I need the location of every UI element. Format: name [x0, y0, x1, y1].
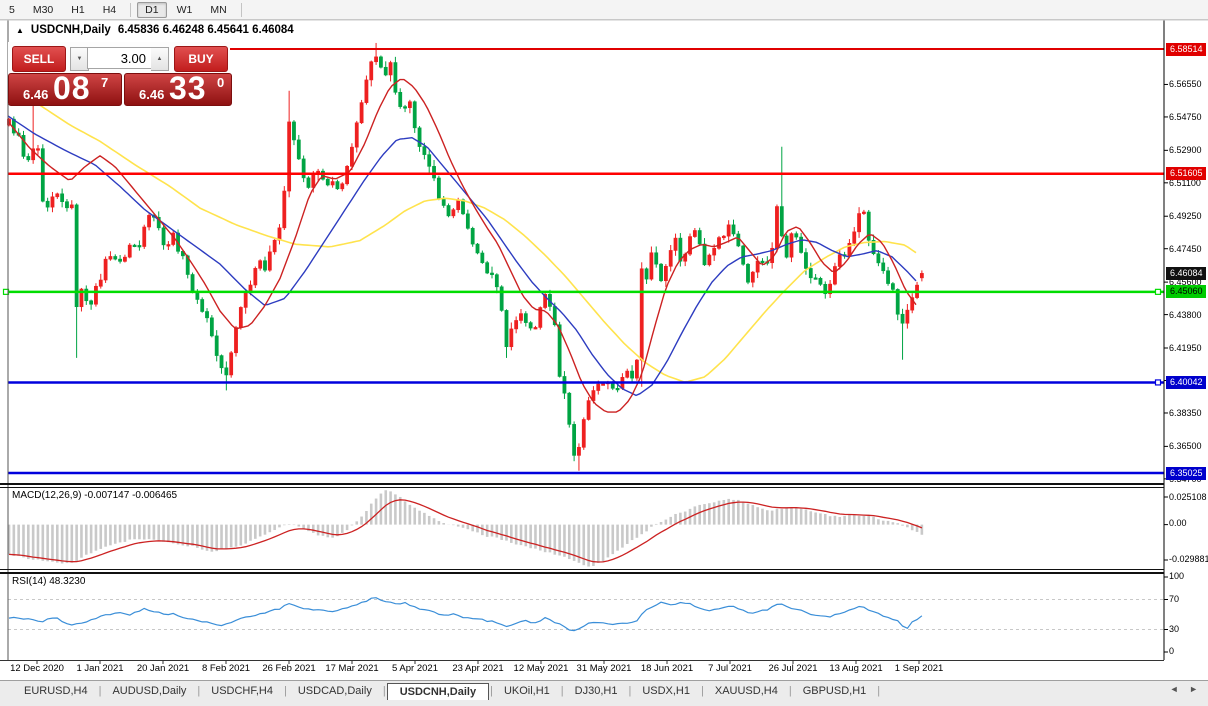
macd-scale-zero: 0.00: [1169, 518, 1187, 528]
price-level-badge: 6.51605: [1166, 167, 1206, 181]
price-axis-tick: 6.45600: [1169, 277, 1202, 288]
date-axis-label: 18 Jun 2021: [640, 663, 694, 674]
panel-divider[interactable]: [0, 486, 1164, 488]
buy-price-big: 33: [169, 70, 207, 106]
timeframe-button-mn[interactable]: MN: [210, 3, 227, 16]
sell-price-prefix: 6.46: [23, 87, 49, 102]
rsi-scale-0: 0: [1169, 646, 1175, 656]
date-axis-label: 12 Dec 2020: [10, 663, 64, 674]
date-axis-label: 7 Jul 2021: [708, 663, 752, 674]
timeframe-toolbar: 5 M30 H1 H4 D1 W1 MN: [0, 0, 1208, 20]
price-axis-tick: 6.41950: [1169, 342, 1202, 353]
tab-separator: |: [877, 685, 881, 697]
rsi-indicator-label: RSI(14) 48.3230: [12, 576, 86, 587]
tab-separator: |: [788, 685, 792, 697]
date-axis-label: 23 Apr 2021: [452, 663, 504, 674]
symbol-tab-bar: EURUSD,H4 | AUDUSD,Daily | USDCHF,H4 | USDCAD,…: [0, 680, 1208, 701]
timeframe-button-5[interactable]: 5: [9, 3, 15, 16]
price-level-badge: 6.35025: [1166, 466, 1206, 480]
symbol-tab-xauusd[interactable]: XAUUSD,H4: [714, 685, 778, 697]
current-price-badge: 6.46084: [1166, 266, 1206, 280]
tab-separator: |: [382, 685, 386, 697]
date-axis-label: 1 Sep 2021: [894, 663, 944, 674]
timeframe-button-m30[interactable]: M30: [32, 3, 54, 16]
price-axis-tick: 6.43800: [1169, 309, 1202, 320]
date-axis-label: 1 Jan 2021: [76, 663, 124, 674]
chart-ohlc-values: 6.45836 6.46248 6.45641 6.46084: [117, 24, 294, 36]
symbol-tab-audusd[interactable]: AUDUSD,Daily: [112, 685, 187, 697]
date-axis-label: 26 Jul 2021: [768, 663, 818, 674]
date-axis-label: 5 Apr 2021: [392, 663, 438, 674]
one-click-trading-panel: SELL ▼ ▲ BUY 6.46 08 7 6.46 33 0: [8, 42, 232, 106]
tab-separator: |: [490, 685, 493, 697]
symbol-tab-gbpusd[interactable]: GBPUSD,H1: [802, 685, 867, 697]
tab-separator: |: [197, 685, 201, 697]
price-level-badge: 6.58514: [1166, 42, 1206, 56]
timeframe-button-h1[interactable]: H1: [71, 3, 85, 16]
volume-input[interactable]: [87, 47, 151, 69]
symbol-tab-ukoil[interactable]: UKOil,H1: [503, 685, 550, 697]
date-axis-label: 26 Feb 2021: [262, 663, 316, 674]
symbol-tab-usdx[interactable]: USDX,H1: [642, 685, 690, 697]
date-axis-label: 20 Jan 2021: [136, 663, 190, 674]
panel-divider[interactable]: [0, 572, 1164, 574]
price-level-badge: 6.40042: [1166, 375, 1206, 389]
rsi-scale-30: 30: [1169, 624, 1180, 634]
buy-price-pip: 0: [217, 75, 225, 90]
volume-increase-button[interactable]: ▲: [151, 47, 169, 71]
timeframe-button-w1[interactable]: W1: [176, 3, 193, 16]
rsi-scale-100: 100: [1169, 571, 1185, 581]
panel-divider[interactable]: [0, 483, 1164, 485]
date-axis-label: 17 Mar 2021: [325, 663, 379, 674]
chart-title-bar: ▲ USDCNH,Daily 6.45836 6.46248 6.45641 6…: [16, 24, 294, 36]
sell-quote-box[interactable]: 6.46 08 7: [8, 70, 122, 106]
panel-divider[interactable]: [0, 568, 1164, 570]
price-axis-tick: 6.38350: [1169, 407, 1202, 418]
buy-quote-box[interactable]: 6.46 33 0: [124, 70, 232, 106]
timeframe-button-d1[interactable]: D1: [137, 1, 167, 18]
sell-button[interactable]: SELL: [12, 46, 66, 72]
symbol-tab-dj30[interactable]: DJ30,H1: [574, 685, 618, 697]
price-axis-tick: 6.54750: [1169, 111, 1202, 122]
buy-button[interactable]: BUY: [174, 46, 228, 72]
collapse-chart-icon[interactable]: ▲: [16, 25, 24, 35]
symbol-tab-usdcad[interactable]: USDCAD,Daily: [297, 685, 372, 697]
tab-separator: |: [560, 685, 564, 697]
macd-indicator-label: MACD(12,26,9) -0.007147 -0.006465: [12, 490, 178, 501]
date-axis-label: 12 May 2021: [513, 663, 569, 674]
toolbar-separator: [240, 2, 242, 17]
tab-separator: |: [284, 685, 287, 697]
rsi-scale-70: 70: [1169, 594, 1180, 604]
macd-scale-min: -0.029881: [1169, 554, 1208, 564]
price-axis-tick: 6.47450: [1169, 243, 1202, 254]
tab-separator: |: [628, 685, 632, 697]
toolbar-separator: [130, 2, 132, 17]
price-axis-tick: 6.49250: [1169, 211, 1202, 222]
date-axis-label: 13 Aug 2021: [829, 663, 883, 674]
tab-separator: |: [98, 685, 102, 697]
symbol-tab-eurusd[interactable]: EURUSD,H4: [24, 685, 88, 697]
sell-price-pip: 7: [101, 75, 109, 90]
price-level-badge: 6.45060: [1166, 285, 1206, 299]
bottom-strip: [0, 701, 1208, 706]
price-axis-tick: 6.52900: [1169, 145, 1202, 156]
symbol-tab-usdchf[interactable]: USDCHF,H4: [211, 685, 273, 697]
chart-symbol-title: USDCNH,Daily: [30, 24, 111, 36]
date-axis-label: 8 Feb 2021: [201, 663, 251, 674]
symbol-tab-usdcnh[interactable]: USDCNH,Daily: [386, 682, 490, 700]
axis-divider: [0, 659, 1164, 661]
price-axis-tick: 6.56550: [1169, 79, 1202, 90]
macd-scale-max: 0.025108: [1169, 492, 1207, 502]
date-axis-label: 31 May 2021: [576, 663, 632, 674]
tab-scroll-arrows[interactable]: ◄ ►: [1169, 684, 1202, 694]
tab-separator: |: [701, 685, 704, 697]
price-axis-tick: 6.51100: [1169, 177, 1201, 188]
buy-price-prefix: 6.46: [139, 87, 165, 102]
price-axis-tick: 6.36500: [1169, 441, 1202, 452]
sell-price-big: 08: [53, 70, 91, 106]
timeframe-button-h4[interactable]: H4: [102, 3, 117, 16]
